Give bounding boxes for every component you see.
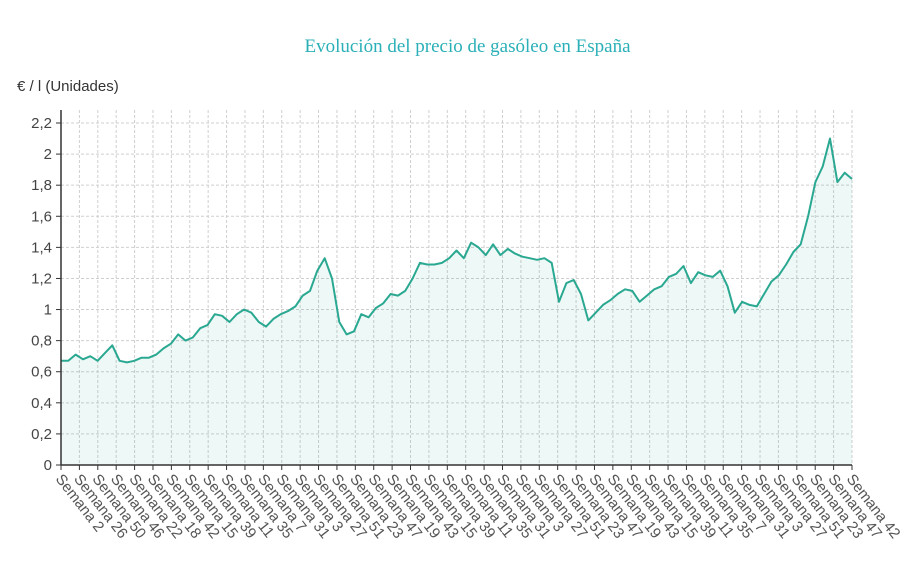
y-tick-label: 0,4 bbox=[31, 395, 52, 412]
series-layer bbox=[61, 137, 853, 465]
series-area bbox=[61, 138, 852, 465]
y-tick-label: 0,2 bbox=[31, 426, 52, 443]
chart-title: Evolución del precio de gasóleo en Españ… bbox=[304, 36, 631, 57]
y-tick-label: 1,4 bbox=[31, 239, 52, 256]
y-tick-label: 1,2 bbox=[31, 270, 52, 287]
y-tick-labels: 0 0,2 0,4 0,6 0,8 1 1,2 1,4 1,6 1,8 2 2,2 bbox=[31, 115, 52, 474]
y-tick-label: 2,2 bbox=[31, 115, 52, 132]
y-tick-label: 1,6 bbox=[31, 208, 52, 225]
axes bbox=[56, 110, 853, 470]
y-axis-unit-label: € / l (Unidades) bbox=[17, 78, 119, 95]
y-tick-label: 1,8 bbox=[31, 177, 52, 194]
y-tick-label: 0 bbox=[44, 457, 52, 474]
y-tick-label: 1 bbox=[44, 302, 52, 319]
y-tick-label: 0,6 bbox=[31, 364, 52, 381]
y-tick-label: 0,8 bbox=[31, 333, 52, 350]
y-tick-label: 2 bbox=[44, 146, 52, 163]
gridlines bbox=[61, 110, 853, 465]
series-line bbox=[61, 137, 853, 364]
